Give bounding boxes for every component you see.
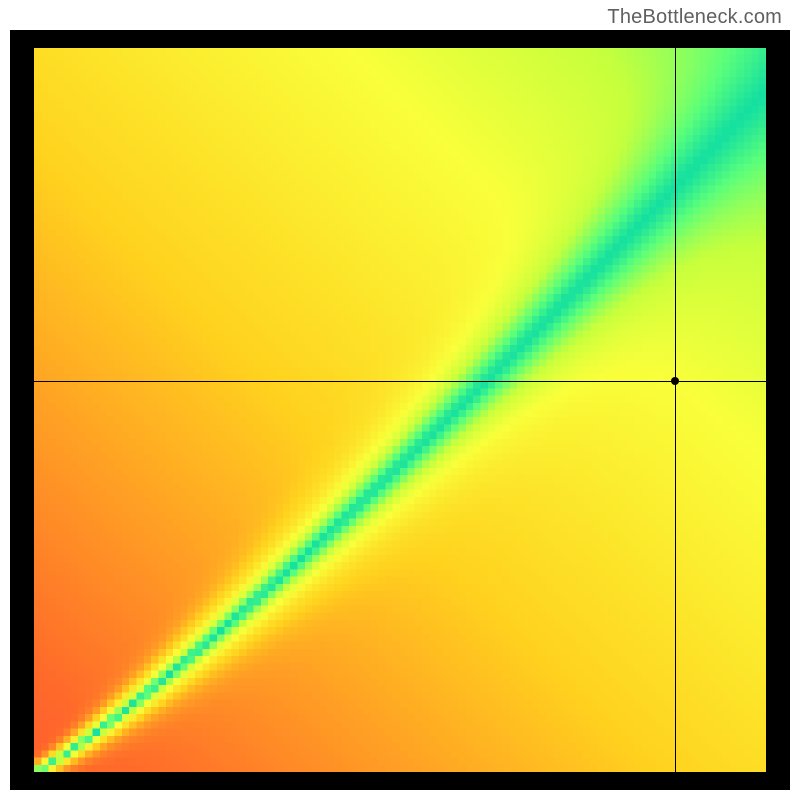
plot-frame [10, 30, 790, 790]
crosshair-vertical [675, 48, 676, 772]
heatmap-canvas [34, 48, 766, 772]
figure-container: { "watermark": "TheBottleneck.com", "typ… [0, 0, 800, 800]
crosshair-horizontal [34, 381, 766, 382]
heatmap-plot-area [34, 48, 766, 772]
watermark-text: TheBottleneck.com [607, 6, 782, 29]
crosshair-marker-dot [671, 377, 679, 385]
